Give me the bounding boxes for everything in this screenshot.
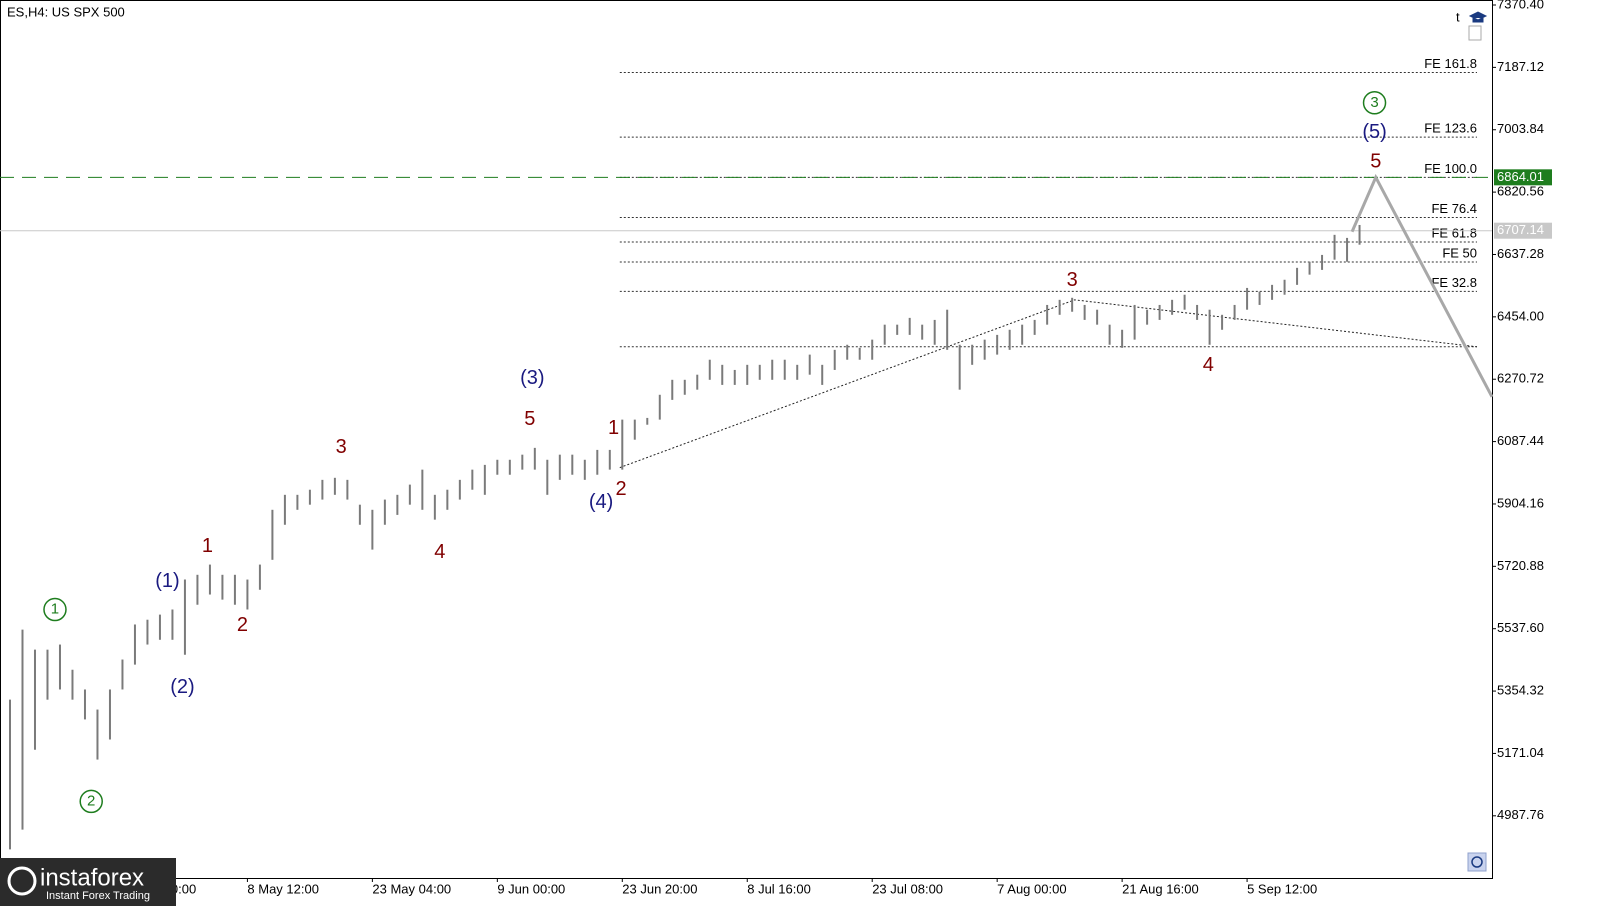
wave-label: 4	[1203, 354, 1214, 376]
y-tick-label: 7003.84	[1497, 121, 1544, 136]
chart-title: ES,H4: US SPX 500	[7, 4, 125, 19]
logo-name: instaforex	[40, 864, 144, 891]
y-tick-label: 4987.76	[1497, 807, 1544, 822]
wave-label: 4	[434, 541, 445, 563]
wave-label: 5	[524, 408, 535, 430]
logo-bg	[0, 858, 176, 906]
wave-label: (5)	[1362, 121, 1386, 143]
wave-label: 2	[237, 614, 248, 636]
logo: instaforex Instant Forex Trading	[0, 858, 176, 906]
x-tick-label: 23 Jul 08:00	[872, 881, 943, 896]
wave-label: (3)	[520, 367, 544, 389]
y-tick-label: 6820.56	[1497, 184, 1544, 199]
logo-mark	[7, 866, 37, 896]
wave-label: 3	[1370, 94, 1378, 111]
wave-label: 3	[1067, 269, 1078, 291]
resistance-tag	[1494, 169, 1552, 186]
wave-label: 2	[87, 792, 95, 809]
projection-line	[1350, 173, 1494, 398]
fibo-label: FE 100.0	[1424, 161, 1477, 176]
y-tick-label: 6087.44	[1497, 433, 1544, 448]
wave-circle	[79, 789, 103, 814]
last-price-label: 6707.14	[1497, 222, 1544, 237]
x-tick-label: 8 Jul 16:00	[747, 881, 811, 896]
plot-frame	[0, 0, 1493, 879]
corner-text: t	[1456, 9, 1460, 24]
y-tick-label: 7187.12	[1497, 59, 1544, 74]
corner-button[interactable]	[1467, 852, 1487, 872]
wave-label: 5	[1370, 150, 1381, 172]
x-tick-label: 23 Jun 20:00	[622, 881, 697, 896]
wave-label: (1)	[155, 570, 179, 592]
y-tick-label: 5904.16	[1497, 495, 1544, 510]
y-tick-label: 6454.00	[1497, 308, 1544, 323]
wave-label: 1	[51, 600, 59, 617]
y-tick-label: 6637.28	[1497, 246, 1544, 261]
resistance-label: 6864.01	[1497, 169, 1544, 184]
y-tick-label: 7370.40	[1497, 0, 1544, 11]
x-tick-label: 23 May 04:00	[372, 881, 451, 896]
wave-label: 3	[336, 436, 347, 458]
fibo-label: FE 50	[1442, 245, 1477, 260]
trendline	[619, 299, 1478, 469]
fibo-label: FE 161.8	[1424, 56, 1477, 71]
logo-tagline: Instant Forex Trading	[46, 890, 150, 902]
corner-button-icon	[1471, 856, 1483, 868]
wave-label: (4)	[589, 491, 613, 513]
fibo-label: FE 61.8	[1431, 225, 1477, 240]
x-tick-label: 7 Aug 00:00	[997, 881, 1066, 896]
y-tick-label: 6270.72	[1497, 371, 1544, 386]
wave-label: 1	[202, 535, 213, 557]
hat-icon[interactable]	[1468, 11, 1488, 23]
y-tick-label: 5720.88	[1497, 558, 1544, 573]
x-tick-label: 5 Sep 12:00	[1247, 881, 1317, 896]
y-tick-label: 5354.32	[1497, 683, 1544, 698]
fibo-label: FE 32.8	[1431, 275, 1477, 290]
last-price-tag	[1494, 222, 1552, 239]
wave-circle	[1362, 91, 1387, 115]
wave-label: (2)	[170, 676, 194, 698]
fibo-label: FE 76.4	[1431, 201, 1477, 216]
doc-icon[interactable]	[1468, 25, 1482, 41]
x-tick-label: 21 Aug 16:00	[1122, 881, 1199, 896]
y-tick-label: 5171.04	[1497, 745, 1544, 760]
y-tick-label: 5537.60	[1497, 620, 1544, 635]
fibo-label: FE 123.6	[1424, 121, 1477, 136]
wave-label: 2	[615, 478, 626, 500]
x-tick-label: 8 May 12:00	[247, 881, 319, 896]
x-tick-label: 9 Jun 00:00	[497, 881, 565, 896]
wave-circle	[43, 597, 67, 622]
wave-label: 1	[608, 417, 619, 439]
